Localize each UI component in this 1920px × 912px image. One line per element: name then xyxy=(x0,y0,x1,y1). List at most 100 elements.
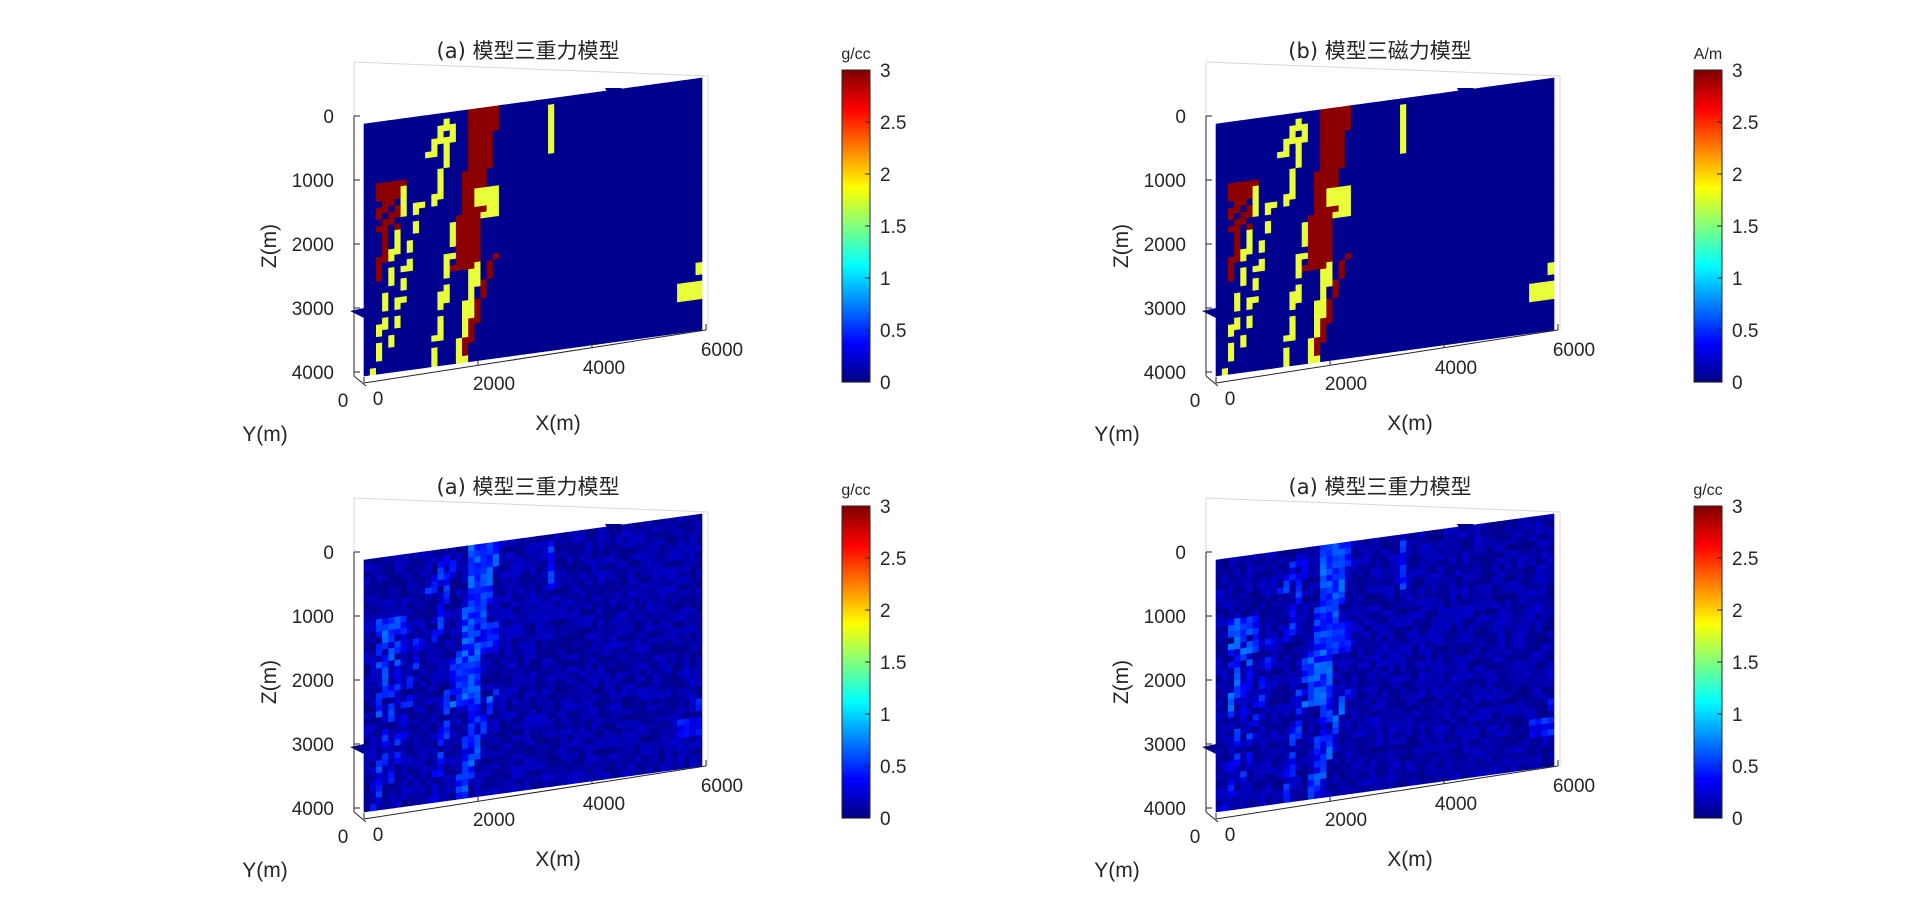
cell xyxy=(1283,218,1291,226)
cell xyxy=(584,270,592,279)
cell xyxy=(462,336,469,345)
cell xyxy=(1314,312,1321,320)
cell xyxy=(1344,344,1352,353)
cell xyxy=(621,296,629,305)
colorbar-segment xyxy=(842,241,870,245)
cell xyxy=(1320,108,1327,117)
cell xyxy=(1510,162,1518,171)
cell xyxy=(609,120,617,128)
cell xyxy=(517,114,525,122)
cell xyxy=(1234,267,1241,276)
cell xyxy=(615,217,623,226)
cell xyxy=(382,243,389,251)
cell xyxy=(640,165,647,173)
cell xyxy=(658,119,666,128)
cell xyxy=(1271,250,1278,259)
cell xyxy=(652,89,660,98)
cell xyxy=(1479,258,1487,267)
cell xyxy=(566,248,574,257)
cell xyxy=(1436,111,1444,119)
colorbar-segment xyxy=(842,324,870,328)
cell xyxy=(1547,139,1555,147)
cell xyxy=(1406,146,1413,154)
colorbar-segment xyxy=(842,337,870,341)
cell xyxy=(369,201,377,210)
cell xyxy=(1357,275,1364,284)
cell xyxy=(652,298,660,307)
cell xyxy=(1381,321,1389,330)
cell xyxy=(1510,181,1518,189)
cell xyxy=(658,322,666,331)
cell xyxy=(1479,154,1487,163)
cell xyxy=(1326,322,1334,331)
cell xyxy=(627,314,635,322)
colorbar-segment xyxy=(1694,296,1722,300)
cell xyxy=(486,198,494,206)
cell xyxy=(1375,316,1383,324)
cell xyxy=(566,242,574,251)
cell xyxy=(1547,298,1555,307)
cell xyxy=(683,177,691,186)
cell xyxy=(1240,334,1248,343)
cell xyxy=(511,299,518,308)
cell xyxy=(462,250,469,259)
cell xyxy=(1529,196,1536,205)
cell xyxy=(1486,196,1493,205)
colorbar-segment xyxy=(842,70,870,74)
colorbar-segment xyxy=(842,103,870,107)
cell xyxy=(634,319,641,328)
cell xyxy=(1529,92,1536,101)
cell xyxy=(1400,165,1407,174)
cell xyxy=(1326,242,1334,251)
cell xyxy=(1412,108,1420,117)
cell xyxy=(1443,325,1450,334)
cell xyxy=(646,201,654,209)
cell xyxy=(640,331,647,339)
cell xyxy=(1295,320,1303,329)
cell xyxy=(1246,130,1254,139)
colorbar-segment xyxy=(842,246,870,250)
cell xyxy=(486,229,494,237)
cell xyxy=(1338,339,1346,348)
cell xyxy=(689,195,697,203)
cell xyxy=(1227,225,1235,234)
cell xyxy=(369,208,377,216)
cell xyxy=(1252,277,1260,286)
cell xyxy=(1479,86,1487,95)
cell xyxy=(591,141,598,149)
cell xyxy=(1307,116,1315,125)
cell xyxy=(1387,173,1395,181)
cell xyxy=(1338,296,1346,305)
cell xyxy=(560,126,568,135)
cell xyxy=(431,279,439,288)
cell xyxy=(443,259,451,268)
cell xyxy=(1375,279,1383,287)
cell xyxy=(437,272,445,281)
cell xyxy=(640,85,647,93)
cell xyxy=(462,238,469,247)
cell xyxy=(412,361,420,370)
cell xyxy=(1338,149,1346,157)
cell xyxy=(1529,141,1536,150)
cell xyxy=(1215,208,1223,217)
colorbar-tick-label: 1 xyxy=(1732,269,1743,290)
cell xyxy=(425,206,432,215)
cell xyxy=(529,327,537,336)
cell xyxy=(412,183,420,192)
cell xyxy=(1240,273,1248,281)
cell xyxy=(375,268,383,277)
cell xyxy=(1350,221,1358,229)
cell xyxy=(1369,230,1377,239)
cell xyxy=(652,163,660,172)
cell xyxy=(1227,330,1235,338)
cell xyxy=(1535,257,1543,266)
cell xyxy=(578,222,586,231)
cell xyxy=(1400,239,1407,247)
cell xyxy=(548,128,555,137)
cell xyxy=(1234,163,1241,172)
cell xyxy=(1277,280,1284,289)
cell xyxy=(1455,299,1463,307)
cell xyxy=(677,301,684,310)
cell xyxy=(1424,327,1432,336)
cell xyxy=(597,140,604,148)
